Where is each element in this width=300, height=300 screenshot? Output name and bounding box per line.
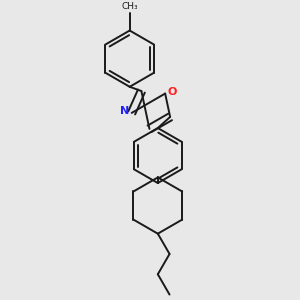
Text: O: O <box>167 87 177 97</box>
Text: N: N <box>120 106 129 116</box>
Text: CH₃: CH₃ <box>122 2 138 11</box>
